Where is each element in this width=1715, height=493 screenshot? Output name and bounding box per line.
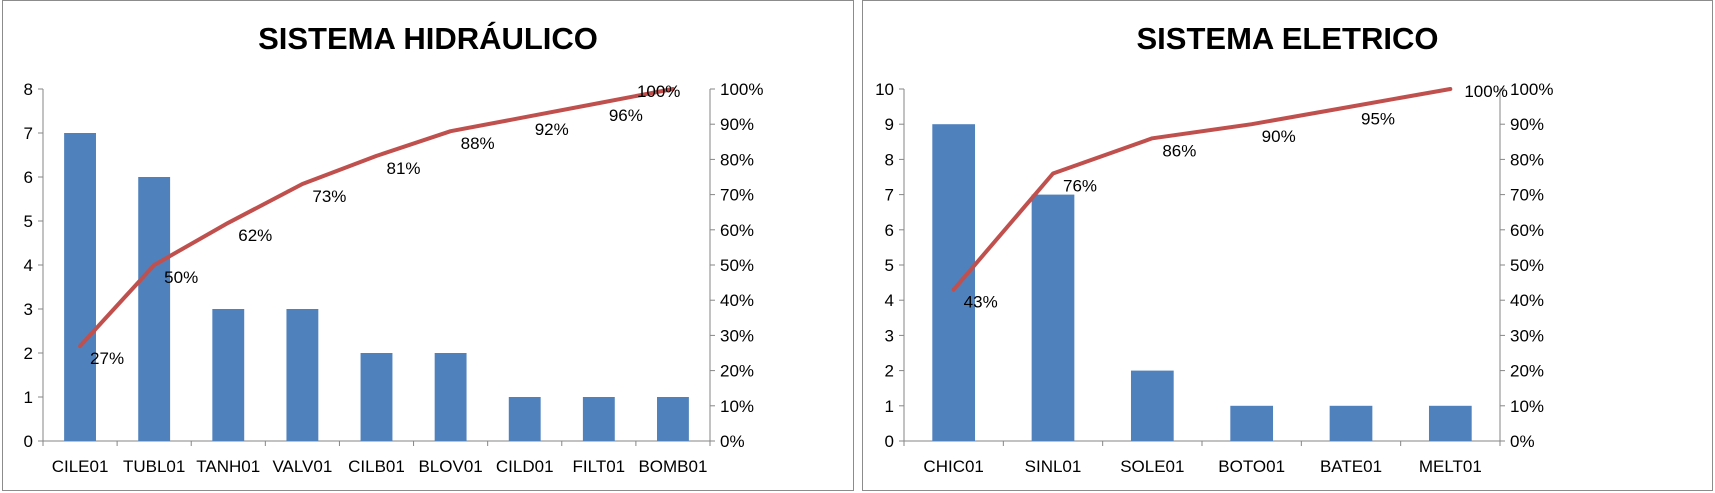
bar: [582, 397, 615, 441]
y2-tick-label: 100%: [1510, 80, 1553, 99]
data-label: 92%: [535, 120, 569, 139]
chart-title: SISTEMA HIDRÁULICO: [258, 21, 598, 56]
data-label: 73%: [312, 187, 346, 206]
y-tick-label: 4: [885, 291, 894, 310]
y-tick-label: 9: [885, 115, 894, 134]
data-label: 96%: [609, 106, 643, 125]
y-tick-label: 2: [24, 344, 33, 363]
y-tick-label: 2: [885, 362, 894, 381]
series-line: [951, 87, 1453, 292]
x-tick-label: FILT01: [573, 457, 626, 476]
bar: [1230, 405, 1274, 441]
y2-tick-label: 20%: [1510, 362, 1544, 381]
x-tick-label: TUBL01: [123, 457, 185, 476]
chart-panel-eletrico: SISTEMA ELETRICO 0 1 2 3 4 5 6 7 8 9 10 0% 10% 20% 30%…: [862, 0, 1713, 491]
x-tick-label: CILE01: [52, 457, 109, 476]
y-tick-label: 6: [885, 221, 894, 240]
y2-tick-label: 50%: [720, 256, 754, 275]
data-label: 43%: [964, 293, 998, 312]
bar: [138, 177, 171, 441]
data-label: 100%: [637, 82, 680, 101]
y2-tick-label: 20%: [720, 362, 754, 381]
y2-tick-label: 80%: [720, 150, 754, 169]
bar: [360, 353, 393, 441]
x-tick-label: MELT01: [1419, 457, 1482, 476]
x-tick-label: VALV01: [272, 457, 332, 476]
x-tick-label: TANH01: [196, 457, 260, 476]
chart-plot-hidraulico: 0123456780%10%20%30%40%50%60%70%80%90%10…: [24, 80, 764, 476]
y2-tick-label: 40%: [720, 291, 754, 310]
y2-tick-label: 30%: [720, 326, 754, 345]
bar: [932, 124, 976, 441]
bar: [508, 397, 541, 441]
y-tick-label: 6: [24, 168, 33, 187]
bar: [1329, 405, 1373, 441]
bar: [434, 353, 467, 441]
data-label: 76%: [1063, 176, 1097, 195]
x-tick-label: BLOV01: [418, 457, 482, 476]
y2-tick-label: 50%: [1510, 256, 1544, 275]
y-tick-label: 4: [24, 256, 33, 275]
chart-plot-eletrico: 0123456789100%10%20%30%40%50%60%70%80%90…: [875, 80, 1553, 476]
y2-tick-label: 70%: [1510, 186, 1544, 205]
y-tick-label: 3: [24, 300, 33, 319]
data-label: 95%: [1361, 110, 1395, 129]
bar: [657, 397, 689, 441]
x-tick-label: CHIC01: [923, 457, 983, 476]
x-tick-label: SINL01: [1025, 457, 1082, 476]
y-tick-label: 1: [24, 388, 33, 407]
data-label: 62%: [238, 226, 272, 245]
y-tick-label: 8: [24, 80, 33, 99]
y2-tick-label: 0%: [720, 432, 745, 451]
y-tick-label: 0: [885, 432, 894, 451]
data-label: 90%: [1262, 127, 1296, 146]
y-tick-label: 7: [885, 186, 894, 205]
x-tick-label: CILD01: [496, 457, 554, 476]
x-tick-label: SOLE01: [1120, 457, 1184, 476]
y-tick-label: 10: [875, 80, 894, 99]
series-line: [78, 87, 675, 348]
y-tick-label: 5: [885, 256, 894, 275]
y2-tick-label: 80%: [1510, 150, 1544, 169]
y2-tick-label: 70%: [720, 186, 754, 205]
x-tick-label: BOMB01: [638, 457, 707, 476]
chart-panel-hidraulico: SISTEMA HIDRÁULICO 0 1 2 3 4 5 6 7 8 0% 10% 20% 30% 4…: [2, 0, 854, 491]
y-tick-label: 7: [24, 124, 33, 143]
data-label: 88%: [461, 134, 495, 153]
bar: [64, 133, 96, 441]
y2-tick-label: 10%: [1510, 397, 1544, 416]
y2-tick-label: 0%: [1510, 432, 1535, 451]
bar: [1031, 194, 1075, 441]
data-label: 100%: [1464, 82, 1507, 101]
y-tick-label: 1: [885, 397, 894, 416]
y2-tick-label: 90%: [720, 115, 754, 134]
x-tick-label: BOTO01: [1218, 457, 1285, 476]
bar: [212, 309, 245, 441]
y2-tick-label: 60%: [720, 221, 754, 240]
bar: [1130, 370, 1174, 441]
y2-tick-label: 40%: [1510, 291, 1544, 310]
data-label: 81%: [387, 159, 421, 178]
y2-tick-label: 90%: [1510, 115, 1544, 134]
data-label: 86%: [1162, 141, 1196, 160]
data-label: 27%: [90, 349, 124, 368]
y-tick-label: 5: [24, 212, 33, 231]
y2-tick-label: 30%: [1510, 326, 1544, 345]
y-tick-label: 8: [885, 150, 894, 169]
y-tick-label: 3: [885, 326, 894, 345]
x-tick-label: CILB01: [348, 457, 405, 476]
chart-title: SISTEMA ELETRICO: [1136, 21, 1439, 56]
bar: [1428, 405, 1472, 441]
y2-tick-label: 100%: [720, 80, 763, 99]
bar: [286, 309, 319, 441]
data-label: 50%: [164, 268, 198, 287]
y-tick-label: 0: [24, 432, 33, 451]
x-tick-label: BATE01: [1320, 457, 1382, 476]
y2-tick-label: 10%: [720, 397, 754, 416]
y2-tick-label: 60%: [1510, 221, 1544, 240]
